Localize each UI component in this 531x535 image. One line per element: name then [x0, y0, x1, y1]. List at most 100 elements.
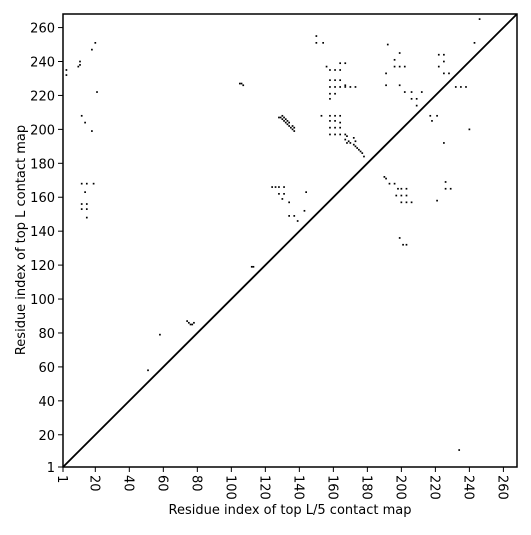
- contact-point: [284, 118, 287, 121]
- contact-point: [386, 43, 389, 46]
- x-tick-label: 120: [256, 475, 271, 500]
- x-tick-label: 220: [426, 475, 441, 500]
- contact-point: [85, 182, 88, 185]
- contact-point: [278, 186, 280, 188]
- contact-point: [191, 323, 194, 326]
- contact-point: [325, 65, 328, 68]
- x-tick-label: 60: [154, 475, 169, 492]
- contact-point: [410, 97, 413, 100]
- contact-point: [356, 147, 359, 149]
- contact-point: [339, 86, 342, 88]
- y-tick-label: 160: [30, 191, 55, 206]
- contact-point: [80, 203, 83, 205]
- contact-point: [359, 150, 362, 153]
- contact-point: [358, 148, 360, 151]
- contact-point: [339, 69, 342, 71]
- x-tick-label: 180: [358, 475, 373, 500]
- contact-point: [385, 177, 387, 180]
- contact-point: [410, 201, 413, 204]
- contact-point: [283, 120, 285, 122]
- contact-point: [305, 191, 308, 193]
- contact-point: [329, 114, 331, 117]
- contact-point: [402, 243, 404, 246]
- contact-point: [240, 82, 243, 85]
- contact-point: [437, 65, 440, 68]
- y-tick-label: 180: [30, 157, 55, 172]
- contact-point: [344, 62, 347, 65]
- contact-point: [429, 114, 432, 117]
- contact-point: [388, 182, 391, 185]
- contact-point: [347, 140, 350, 143]
- contact-point: [361, 152, 364, 154]
- contact-point: [405, 187, 408, 190]
- contact-point: [339, 114, 342, 117]
- contact-point: [344, 84, 347, 87]
- contact-point: [283, 116, 285, 119]
- contact-point: [84, 121, 86, 124]
- contact-point: [293, 215, 296, 217]
- contact-point: [449, 187, 452, 190]
- x-tick-label: 100: [222, 475, 237, 500]
- contact-point: [363, 155, 365, 158]
- contact-point: [415, 97, 418, 100]
- contact-point: [458, 449, 461, 451]
- contact-point: [339, 126, 342, 129]
- contact-point: [420, 91, 423, 93]
- contact-point: [80, 208, 83, 210]
- contact-point: [85, 203, 88, 205]
- contact-point: [281, 114, 284, 117]
- contact-point: [354, 145, 357, 148]
- contact-point: [329, 92, 331, 95]
- diagonal: [62, 13, 518, 468]
- contact-point: [147, 369, 149, 372]
- contact-point: [238, 82, 241, 85]
- contact-point: [354, 140, 357, 143]
- contact-point: [329, 126, 331, 129]
- x-axis-label: Residue index of top L/5 contact map: [169, 503, 412, 518]
- contact-point: [303, 209, 306, 212]
- contact-point: [443, 72, 445, 75]
- contact-point: [186, 320, 188, 322]
- contact-point: [84, 191, 86, 193]
- contact-point: [65, 74, 68, 76]
- contact-point: [77, 65, 80, 68]
- contact-point: [281, 118, 284, 121]
- y-tick-label: 100: [30, 293, 55, 308]
- contact-point: [410, 91, 413, 93]
- contact-point: [385, 84, 387, 87]
- contact-point: [436, 199, 438, 202]
- contact-point: [278, 192, 280, 195]
- contact-point: [443, 53, 445, 56]
- contact-point: [448, 72, 450, 75]
- contact-point: [354, 86, 357, 88]
- contact-point: [288, 121, 290, 124]
- contact-point: [329, 86, 331, 88]
- contact-point: [344, 133, 347, 136]
- contact-point: [339, 121, 342, 124]
- contact-point: [94, 41, 97, 44]
- contact-point: [85, 216, 88, 219]
- contact-point: [91, 48, 93, 51]
- contact-point: [315, 41, 318, 44]
- contact-point: [79, 64, 81, 66]
- contact-point: [250, 265, 253, 268]
- contact-point: [405, 243, 408, 246]
- contact-point: [288, 215, 290, 217]
- contact-point: [405, 201, 408, 204]
- contact-point: [80, 114, 83, 117]
- contact-point: [393, 182, 396, 185]
- contact-point: [339, 133, 342, 136]
- contact-point: [383, 176, 386, 178]
- contact-point: [346, 142, 348, 144]
- contact-point: [80, 182, 83, 185]
- contact-point: [334, 69, 336, 71]
- contact-point: [286, 123, 289, 126]
- contact-point: [334, 92, 336, 95]
- contact-point: [288, 201, 290, 204]
- contact-point: [436, 114, 438, 117]
- contact-point: [334, 120, 336, 122]
- plot-frame: [62, 13, 518, 468]
- contact-point: [65, 69, 68, 71]
- contact-point: [443, 142, 445, 144]
